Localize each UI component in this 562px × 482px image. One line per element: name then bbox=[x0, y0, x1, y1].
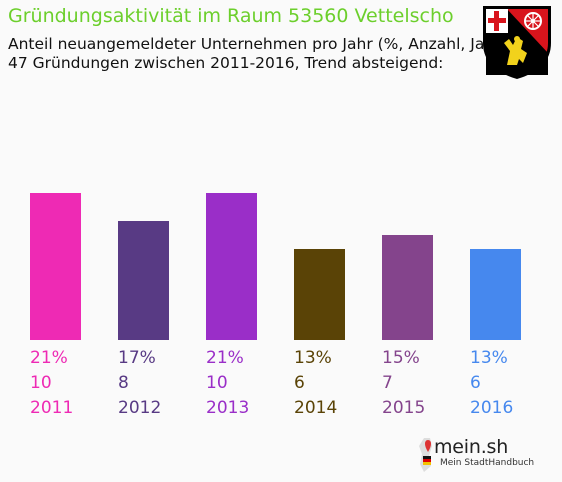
label-column-2016: 13% 6 2016 bbox=[470, 346, 530, 421]
year-label: 2016 bbox=[470, 398, 514, 418]
brand-name[interactable]: mein.sh bbox=[434, 436, 509, 458]
bar-2013 bbox=[206, 193, 257, 340]
percent-label: 15% bbox=[382, 348, 420, 368]
year-label: 2012 bbox=[118, 398, 162, 418]
bar-2016 bbox=[470, 249, 521, 340]
label-column-2012: 17% 8 2012 bbox=[118, 346, 178, 421]
year-label: 2014 bbox=[294, 398, 338, 418]
count-label: 10 bbox=[30, 373, 52, 393]
chart-subtitle: Anteil neuangemeldeter Unternehmen pro J… bbox=[8, 35, 507, 73]
year-label: 2011 bbox=[30, 398, 74, 418]
count-label: 6 bbox=[470, 373, 481, 393]
bar-2011 bbox=[30, 193, 81, 340]
count-label: 8 bbox=[118, 373, 129, 393]
percent-label: 21% bbox=[30, 348, 68, 368]
chart-title: Gründungsaktivität im Raum 53560 Vettels… bbox=[8, 5, 454, 27]
label-column-2014: 13% 6 2014 bbox=[294, 346, 354, 421]
subtitle-line-2: 47 Gründungen zwischen 2011-2016, Trend … bbox=[8, 54, 444, 72]
year-label: 2015 bbox=[382, 398, 426, 418]
percent-label: 13% bbox=[294, 348, 332, 368]
count-label: 6 bbox=[294, 373, 305, 393]
germany-map-pin-icon bbox=[419, 438, 432, 472]
label-column-2013: 21% 10 2013 bbox=[206, 346, 266, 421]
bar-2014 bbox=[294, 249, 345, 340]
count-label: 7 bbox=[382, 373, 393, 393]
subtitle-line-1: Anteil neuangemeldeter Unternehmen pro J… bbox=[8, 35, 507, 53]
percent-label: 17% bbox=[118, 348, 156, 368]
bar-2015 bbox=[382, 235, 433, 340]
bar-2012 bbox=[118, 221, 169, 340]
brand-tagline: Mein StadtHandbuch bbox=[440, 458, 535, 468]
label-column-2011: 21% 10 2011 bbox=[30, 346, 90, 421]
percent-label: 13% bbox=[470, 348, 508, 368]
percent-label: 21% bbox=[206, 348, 244, 368]
label-column-2015: 15% 7 2015 bbox=[382, 346, 442, 421]
count-label: 10 bbox=[206, 373, 228, 393]
year-label: 2013 bbox=[206, 398, 250, 418]
coat-of-arms-icon bbox=[483, 6, 551, 79]
